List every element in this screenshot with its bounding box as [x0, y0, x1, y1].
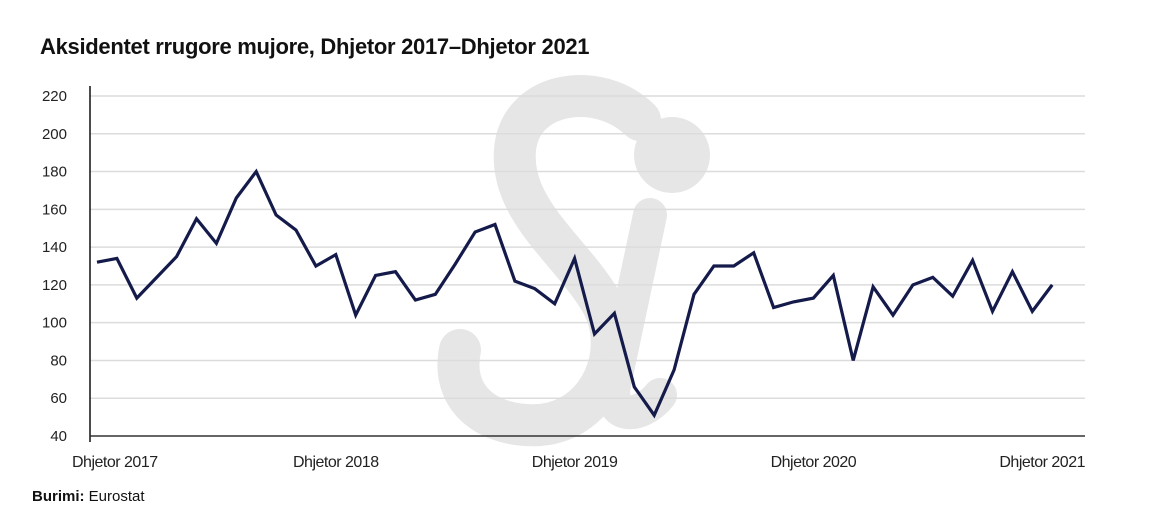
y-tick-label: 80 — [50, 352, 67, 369]
y-tick-label: 180 — [42, 164, 67, 181]
y-tick-label: 100 — [42, 315, 67, 332]
watermark-i-stem — [596, 198, 677, 430]
x-tick-label: Dhjetor 2020 — [771, 454, 857, 471]
x-tick-label: Dhjetor 2019 — [532, 454, 618, 471]
watermark-i-dot — [634, 117, 710, 193]
y-tick-label: 60 — [50, 390, 67, 407]
source-note: Burimi: Eurostat — [32, 488, 145, 505]
x-tick-label: Dhjetor 2017 — [72, 454, 158, 471]
y-tick-label: 220 — [42, 88, 67, 105]
y-tick-label: 200 — [42, 126, 67, 143]
source-value: Eurostat — [88, 488, 145, 505]
watermark-s-shape — [437, 75, 661, 447]
y-tick-label: 40 — [50, 428, 67, 445]
y-tick-label: 160 — [42, 201, 67, 218]
line-chart: 40 60 80 100 120 140 160 180 200 220 Dhjetor 2017… — [42, 75, 1086, 471]
y-tick-label: 120 — [42, 277, 67, 294]
y-tick-label: 140 — [42, 239, 67, 256]
chart-title: Aksidentet rrugore mujore, Dhjetor 2017–… — [40, 34, 590, 59]
x-tick-label: Dhjetor 2018 — [293, 454, 379, 471]
source-label: Burimi: — [32, 488, 85, 505]
x-tick-label: Dhjetor 2021 — [999, 454, 1085, 471]
watermark-logo — [437, 75, 710, 447]
